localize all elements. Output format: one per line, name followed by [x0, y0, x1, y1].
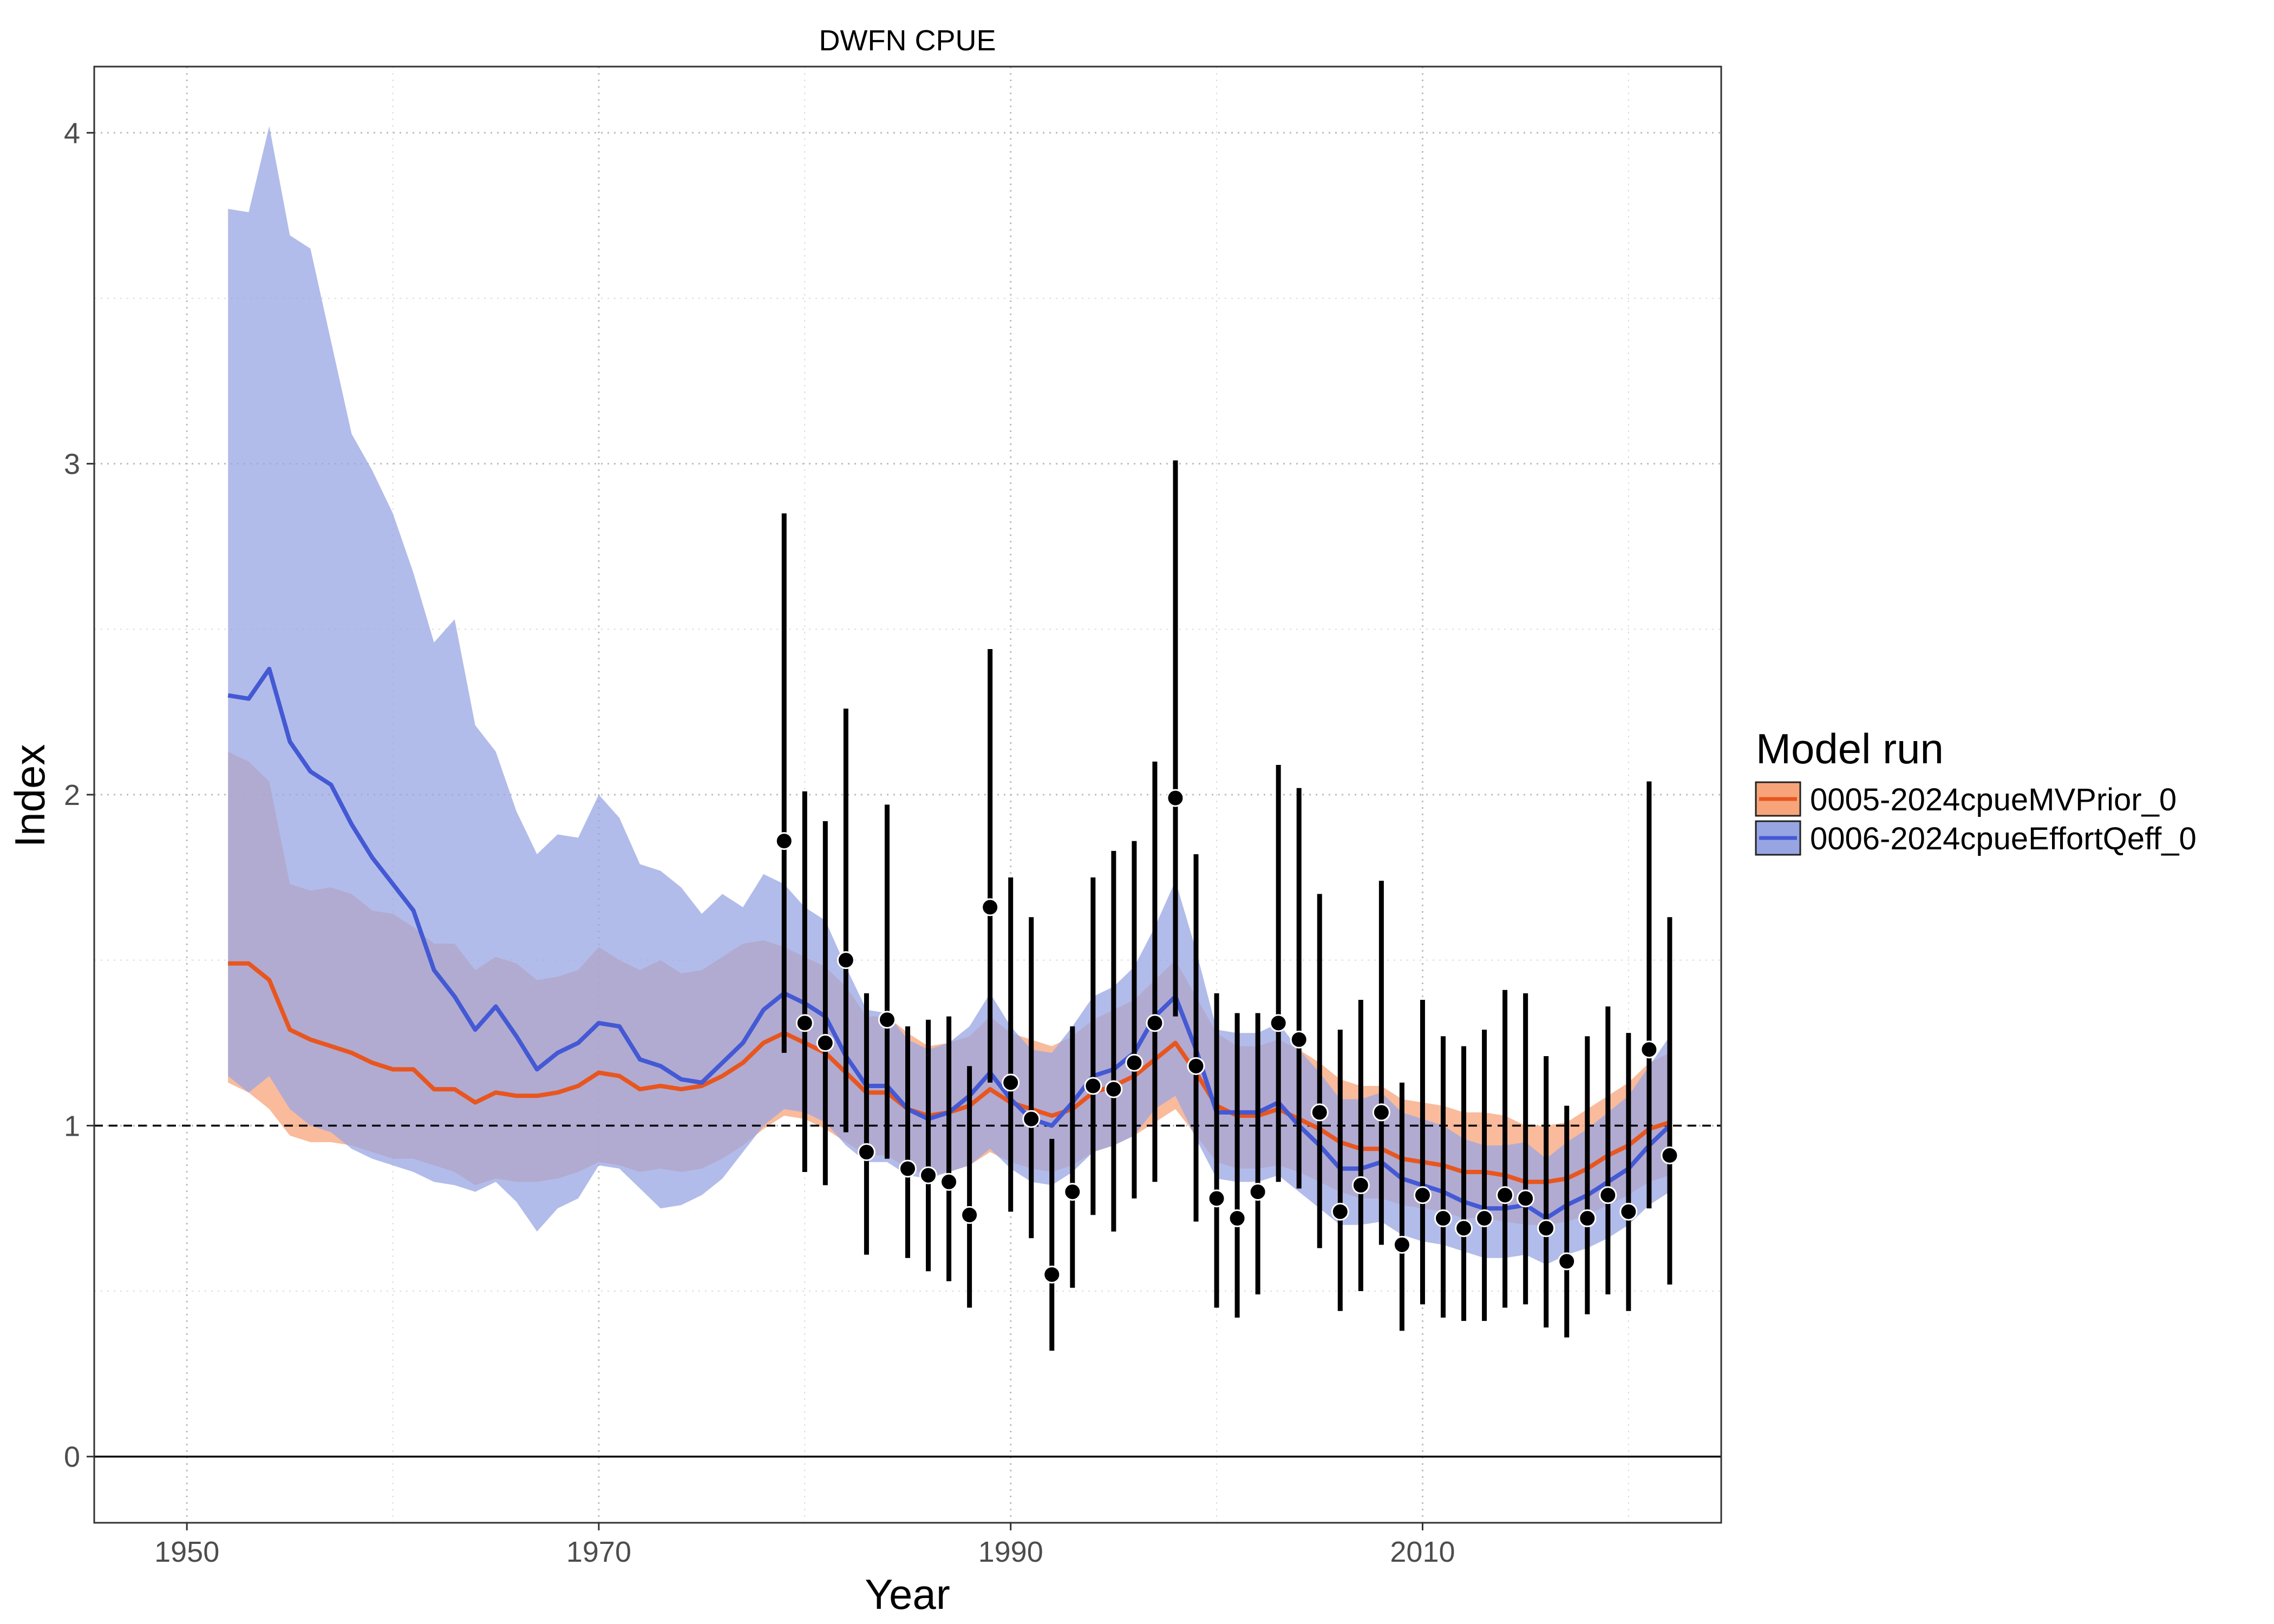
observed-point — [1166, 789, 1185, 807]
observed-point — [1002, 1073, 1020, 1092]
y-axis-title: Index — [6, 744, 54, 848]
observed-point — [1475, 1209, 1494, 1228]
reference-lines — [94, 1124, 1721, 1458]
observed-point — [1619, 1202, 1638, 1221]
x-tick-label: 1950 — [154, 1536, 219, 1568]
observed-point — [1187, 1057, 1205, 1075]
observed-point — [1434, 1209, 1452, 1228]
observed-point — [1517, 1189, 1535, 1208]
y-tick-label: 0 — [64, 1441, 80, 1474]
legend: Model run 0005-2024cpueMVPrior_0 0006-20… — [1755, 725, 2197, 856]
observed-point — [960, 1206, 979, 1224]
observed-point — [1496, 1186, 1514, 1204]
observed-point — [1640, 1040, 1658, 1059]
observed-point — [1578, 1209, 1597, 1228]
observed-point — [981, 898, 999, 916]
observed-point — [1249, 1183, 1267, 1201]
y-axis: 0 1 2 3 4 — [64, 117, 94, 1474]
observed-point — [878, 1011, 896, 1029]
observed-point — [899, 1160, 917, 1178]
x-tick-label: 2010 — [1390, 1536, 1455, 1568]
observed-point — [816, 1034, 834, 1052]
observed-point — [1558, 1252, 1576, 1271]
legend-label: 0005-2024cpueMVPrior_0 — [1810, 782, 2177, 817]
legend-title: Model run — [1756, 725, 1944, 772]
observed-point — [1372, 1103, 1390, 1122]
observed-point — [1661, 1146, 1679, 1164]
observed-point — [1599, 1186, 1617, 1204]
observed-point — [1331, 1202, 1349, 1221]
observed-point — [837, 951, 855, 970]
observed-point — [1228, 1209, 1246, 1228]
observed-points — [775, 789, 1679, 1284]
legend-label: 0006-2024cpueEffortQeff_0 — [1810, 821, 2197, 856]
observed-point — [1393, 1235, 1411, 1254]
observed-point — [1351, 1176, 1370, 1194]
x-tick-label: 1990 — [978, 1536, 1043, 1568]
observed-point — [1207, 1189, 1226, 1208]
y-tick-label: 1 — [64, 1110, 80, 1142]
x-axis-title: Year — [865, 1570, 950, 1618]
ribbons — [228, 126, 1670, 1265]
confidence-ribbon — [228, 126, 1670, 1265]
y-tick-label: 4 — [64, 117, 80, 149]
observed-error-bars — [781, 460, 1672, 1351]
observed-point — [795, 1014, 814, 1032]
observed-point — [1290, 1030, 1308, 1049]
x-tick-label: 1970 — [566, 1536, 631, 1568]
observed-point — [775, 832, 793, 850]
observed-point — [1455, 1219, 1473, 1237]
chart-title: DWFN CPUE — [819, 24, 996, 57]
legend-item: 0005-2024cpueMVPrior_0 — [1755, 781, 2177, 817]
observed-point — [1022, 1110, 1041, 1128]
observed-point — [940, 1173, 958, 1191]
observed-point — [1084, 1077, 1102, 1095]
observed-point — [857, 1143, 875, 1161]
observed-point — [1310, 1103, 1329, 1122]
observed-point — [1269, 1014, 1288, 1032]
observed-point — [1146, 1014, 1164, 1032]
legend-item: 0006-2024cpueEffortQeff_0 — [1755, 820, 2197, 856]
observed-point — [1537, 1219, 1556, 1237]
observed-point — [1105, 1080, 1123, 1098]
observed-point — [1413, 1186, 1432, 1204]
observed-point — [1043, 1265, 1061, 1284]
observed-point — [919, 1166, 938, 1184]
y-tick-label: 2 — [64, 779, 80, 811]
observed-point — [1063, 1183, 1082, 1201]
x-axis: 1950 1970 1990 2010 — [154, 1523, 1455, 1568]
y-tick-label: 3 — [64, 448, 80, 481]
observed-point — [1125, 1053, 1143, 1072]
